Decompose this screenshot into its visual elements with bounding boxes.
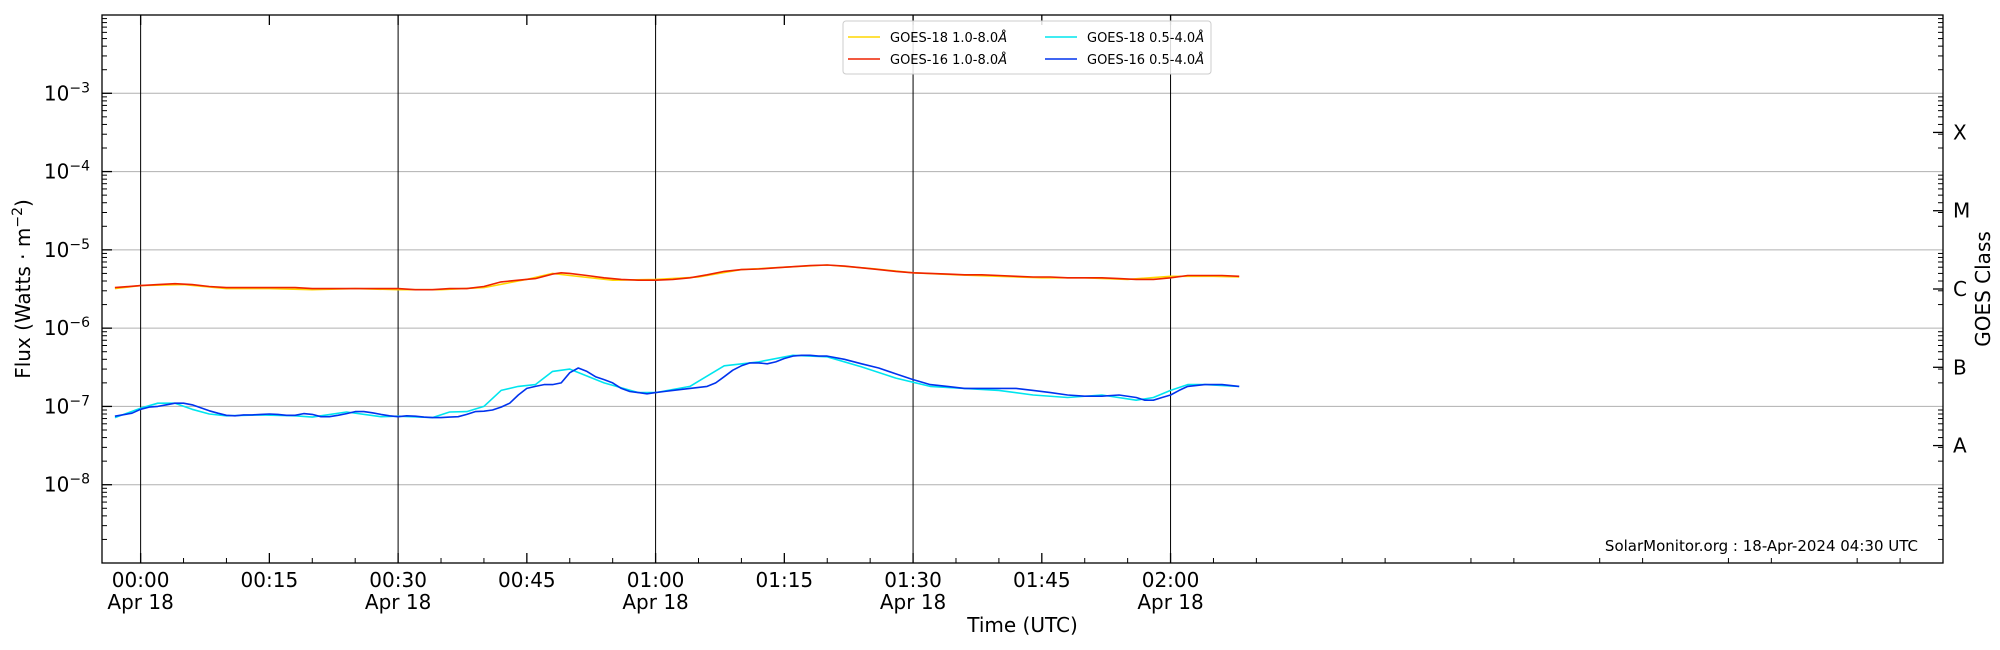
y-tick-label: 10−4 xyxy=(44,159,90,184)
y-axis-title-close: ) xyxy=(11,199,35,207)
x-axis-title: Time (UTC) xyxy=(966,613,1078,637)
legend-label: GOES-18 1.0-8.0Å xyxy=(890,30,1007,46)
x-tick-date-label: Apr 18 xyxy=(1137,590,1203,614)
legend-label: GOES-16 0.5-4.0Å xyxy=(1087,52,1204,68)
legend-box xyxy=(842,20,1212,75)
x-tick-time-label: 00:00 xyxy=(112,568,170,592)
goes-class-axis-title: GOES Class xyxy=(1971,231,1995,347)
x-tick-date-label: Apr 18 xyxy=(880,590,946,614)
series-line-2 xyxy=(114,354,1240,419)
series-lines xyxy=(114,264,1240,419)
x-tick-time-label: 01:30 xyxy=(884,568,942,592)
axis-ticks xyxy=(102,15,1943,563)
x-tick-time-label: 01:45 xyxy=(1013,568,1071,592)
goes-class-label-X: X xyxy=(1953,120,1967,144)
x-tick-time-label: 02:00 xyxy=(1142,568,1200,592)
legend-label: GOES-16 1.0-8.0Å xyxy=(890,52,1007,68)
y-tick-label: 10−5 xyxy=(44,237,90,262)
y-tick-label: 10−3 xyxy=(44,80,90,105)
y-tick-label: 10−8 xyxy=(44,472,90,497)
x-tick-time-label: 01:15 xyxy=(756,568,814,592)
legend-entry: GOES-18 1.0-8.0Å xyxy=(848,30,1007,46)
solarmonitor-annotation: SolarMonitor.org : 18-Apr-2024 04:30 UTC xyxy=(1605,537,1918,555)
legend: GOES-18 1.0-8.0Å GOES-18 0.5-4.0Å GOES-16 … xyxy=(842,20,1212,75)
goes-class-label-M: M xyxy=(1953,199,1970,223)
y-tick-label: 10−6 xyxy=(44,315,90,340)
y-axis-title-main: Flux (Watts · m xyxy=(11,228,35,379)
x-tick-date-label: Apr 18 xyxy=(107,590,173,614)
legend-entry: GOES-16 0.5-4.0Å xyxy=(1045,52,1204,68)
x-tick-time-label: 00:45 xyxy=(498,568,556,592)
goes-class-label-A: A xyxy=(1953,434,1967,458)
legend-entry: GOES-18 0.5-4.0Å xyxy=(1045,30,1204,46)
series-line-3 xyxy=(114,354,1240,419)
y-tick-label: 10−7 xyxy=(44,393,90,418)
goes-class-label-C: C xyxy=(1953,277,1967,301)
legend-label: GOES-18 0.5-4.0Å xyxy=(1087,30,1204,46)
goes-class-label-B: B xyxy=(1953,355,1967,379)
x-tick-date-label: Apr 18 xyxy=(365,590,431,614)
x-tick-time-label: 00:15 xyxy=(241,568,299,592)
x-tick-date-label: Apr 18 xyxy=(622,590,688,614)
x-tick-time-label: 01:00 xyxy=(627,568,685,592)
series-line-1 xyxy=(114,264,1240,291)
legend-entry: GOES-16 1.0-8.0Å xyxy=(848,52,1007,68)
x-tick-time-label: 00:30 xyxy=(369,568,427,592)
y-axis-title-exponent: −2 xyxy=(10,207,26,228)
grid-lines xyxy=(102,15,1943,563)
y-axis-title: Flux (Watts · m−2) xyxy=(10,199,35,379)
